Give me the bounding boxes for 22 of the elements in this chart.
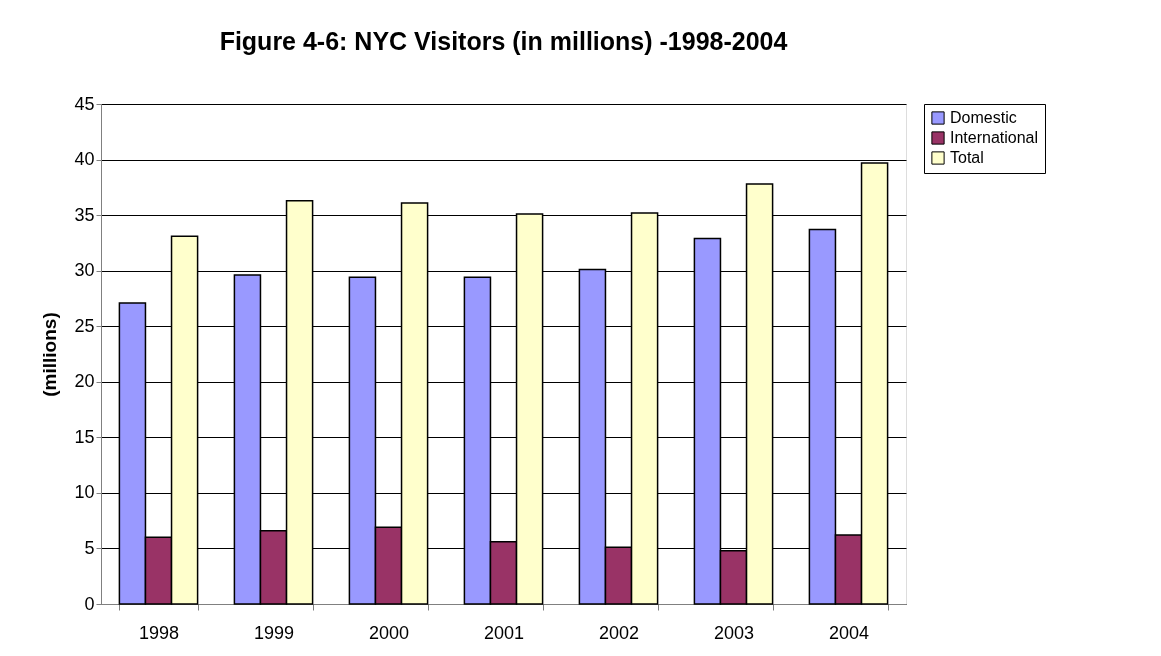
y-tick-label: 15 [74, 426, 95, 447]
y-tick-label: 45 [74, 93, 95, 114]
x-tick-label: 2000 [368, 622, 410, 643]
x-tick-label: 1998 [138, 622, 180, 643]
y-tick-label: 10 [74, 482, 95, 503]
x-tick-label: 2003 [713, 622, 755, 643]
legend-label: Total [950, 149, 984, 166]
x-tick-label: 2002 [598, 622, 640, 643]
x-tick-label: 2001 [483, 622, 525, 643]
x-tick-label: 1999 [253, 622, 295, 643]
y-tick-label: 20 [74, 371, 95, 392]
y-tick-label: 5 [84, 537, 95, 558]
x-tick-label: 2004 [828, 622, 870, 643]
legend-label: International [950, 129, 1039, 146]
y-tick-label: 25 [74, 315, 95, 336]
y-tick-label: 35 [74, 204, 95, 225]
y-tick-label: 0 [84, 593, 95, 614]
y-tick-label: 40 [74, 149, 95, 170]
y-axis-title: (millions) [39, 312, 61, 397]
y-tick-label: 30 [74, 260, 95, 281]
legend-label: Domestic [950, 109, 1017, 126]
chart-title: Figure 4-6: NYC Visitors (in millions) -1998-2004 [219, 27, 788, 55]
